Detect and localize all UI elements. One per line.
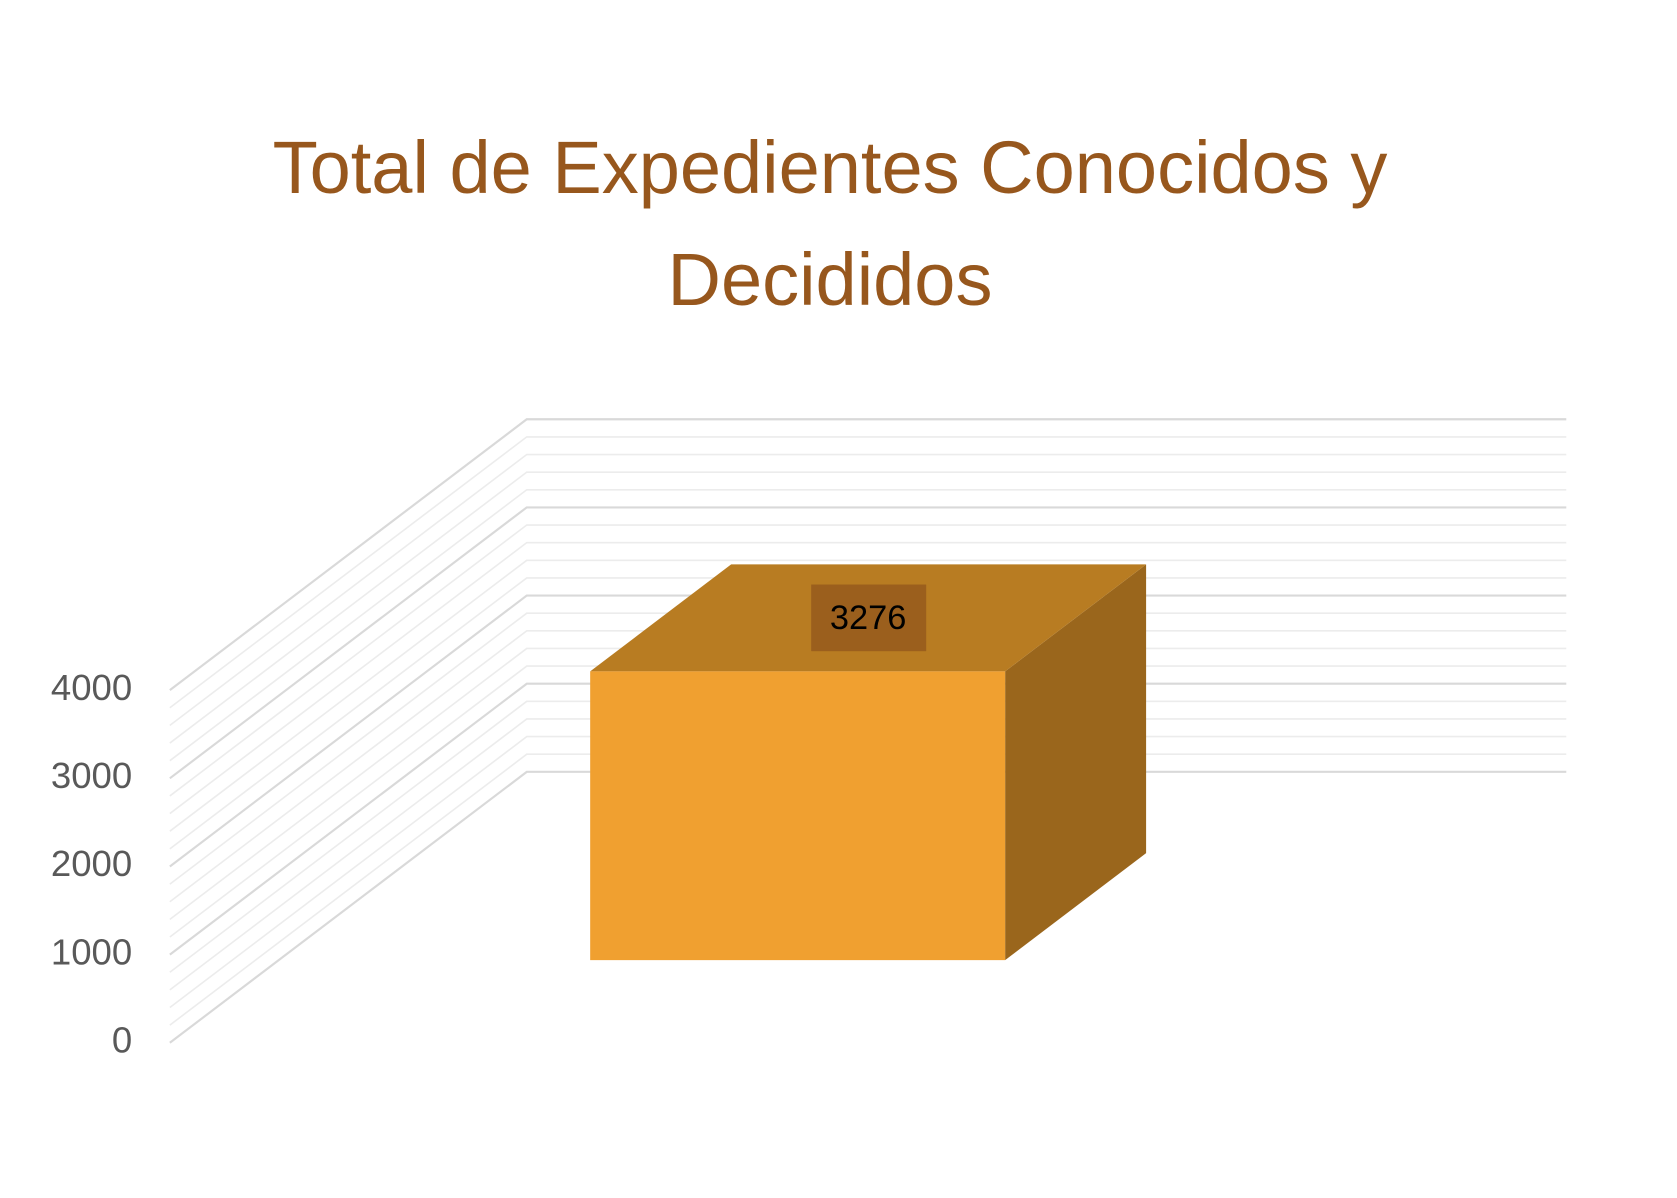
- y-tick-label: 1000: [51, 931, 132, 972]
- minor-grid-line: [169, 436, 1567, 709]
- y-tick-label: 3000: [51, 755, 132, 796]
- minor-grid-line: [169, 488, 1567, 762]
- minor-grid-line: [169, 471, 1567, 744]
- minor-grid-line: [169, 718, 1567, 991]
- minor-grid-line: [169, 665, 1567, 938]
- y-tick-label: 2000: [51, 843, 132, 884]
- minor-grid-line: [169, 753, 1567, 1026]
- data-label: 3276: [830, 599, 907, 637]
- y-tick-label: 4000: [51, 667, 132, 708]
- bar-front: [590, 671, 1006, 961]
- minor-grid-line: [169, 647, 1567, 920]
- grid-line: [169, 418, 1567, 692]
- minor-grid-line: [169, 541, 1567, 815]
- minor-grid-line: [169, 735, 1567, 1009]
- grid-line: [169, 770, 1567, 1044]
- minor-grid-line: [169, 700, 1567, 973]
- data-label-box: [811, 584, 927, 652]
- chart-title: Total de Expedientes Conocidos y Decidid…: [272, 126, 1388, 321]
- minor-grid-line: [169, 630, 1567, 903]
- minor-grid-line: [169, 577, 1567, 850]
- minor-grid-line: [169, 559, 1567, 832]
- minor-grid-line: [169, 524, 1567, 797]
- grid-line: [169, 506, 1567, 780]
- y-tick-label: 0: [112, 1019, 132, 1060]
- grid-line: [169, 594, 1567, 868]
- minor-grid-line: [169, 453, 1567, 727]
- grid-line: [169, 682, 1567, 956]
- minor-grid-line: [169, 612, 1567, 885]
- bar-side: [1005, 564, 1147, 961]
